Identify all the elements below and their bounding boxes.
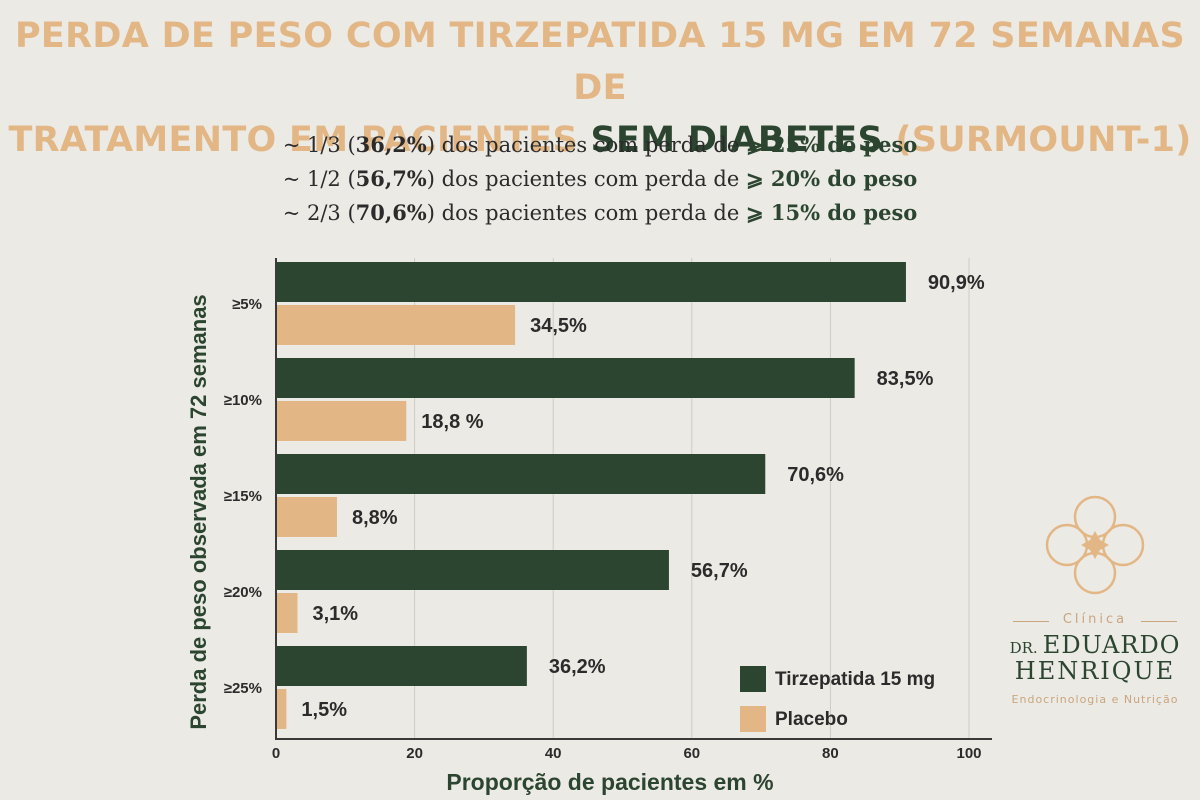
category-label: ≥15% (224, 488, 262, 505)
subtitle-pct: 70,6% (355, 200, 427, 225)
data-label: 36,2% (549, 656, 606, 678)
x-tick-label: 40 (545, 745, 562, 762)
subtitle-pre: ~ 1/2 ( (282, 167, 356, 191)
title-line-1: PERDA DE PESO COM TIRZEPATIDA 15 MG EM 7… (14, 16, 1186, 108)
subtitle-tail: 15% do peso (770, 200, 918, 225)
category-label: ≥25% (224, 680, 262, 697)
x-tick-label: 0 (272, 745, 280, 762)
logo-specialty: Endocrinologia e Nutrição (1011, 693, 1179, 706)
x-tick-label: 20 (406, 745, 423, 762)
logo-divider-right (1141, 621, 1177, 622)
logo-dr: DR. (1009, 639, 1038, 657)
legend-label: Tirzepatida 15 mg (775, 669, 935, 690)
subtitle-pct: 36,2% (355, 132, 427, 157)
logo-divider-left (1013, 621, 1049, 622)
subtitle-pre: ~ 2/3 ( (282, 201, 356, 225)
title-part-3: (SURMOUNT-1) (882, 120, 1192, 160)
data-label: 34,5% (530, 315, 587, 337)
subtitle-symbol: ⩾ (745, 200, 771, 225)
subtitle-mid: ) dos pacientes com perda de (426, 167, 746, 191)
bar (276, 358, 855, 398)
subtitle-tail: 25% do peso (770, 132, 918, 157)
bar (276, 305, 516, 345)
category-label: ≥10% (224, 392, 262, 409)
bar (276, 454, 766, 494)
bar (276, 401, 407, 441)
subtitle-line: ~ 1/2 (56,7%) dos pacientes com perda de… (0, 162, 1200, 196)
data-label: 83,5% (877, 368, 934, 390)
subtitle-pct: 56,7% (355, 166, 427, 191)
bar (276, 689, 287, 729)
x-axis-title: Proporção de pacientes em % (446, 769, 773, 795)
subtitle-line: ~ 2/3 (70,6%) dos pacientes com perda de… (0, 196, 1200, 230)
subtitle-tail: 20% do peso (770, 166, 918, 191)
legend-swatch (740, 666, 766, 692)
x-tick-label: 80 (822, 745, 839, 762)
subtitle-mid: ) dos pacientes com perda de (426, 201, 746, 225)
title-part-2: TRATAMENTO EM PACIENTES (8, 120, 591, 160)
subtitle-symbol: ⩾ (745, 132, 771, 157)
legend-label: Placebo (775, 709, 848, 730)
x-tick-label: 60 (683, 745, 700, 762)
y-axis-title: Perda de peso observada em 72 semanas (186, 294, 211, 729)
chart-title: PERDA DE PESO COM TIRZEPATIDA 15 MG EM 7… (0, 10, 1200, 166)
clinic-logo: Clínica DR. EDUARDO HENRIQUE Endocrinolo… (1005, 495, 1185, 715)
legend-swatch (740, 706, 766, 732)
bar (276, 550, 669, 590)
x-tick-label: 100 (956, 745, 981, 762)
clover-logo-icon (1045, 495, 1145, 595)
legend: Tirzepatida 15 mg Placebo (740, 666, 935, 732)
subtitle-symbol: ⩾ (745, 166, 771, 191)
logo-name-line-1: DR. EDUARDO (1005, 631, 1185, 659)
axes (275, 258, 992, 740)
bar (276, 262, 906, 302)
title-line-2: TRATAMENTO EM PACIENTES SEM DIABETES (SU… (0, 114, 1200, 166)
data-label: 3,1% (312, 603, 358, 625)
data-label: 8,8% (352, 507, 398, 529)
logo-first-name: EDUARDO (1042, 631, 1181, 659)
data-label: 18,8 % (421, 411, 483, 433)
labels: 90,9% 34,5% ≥5% 83,5% 18,8 % ≥10% 70,6% 8,8% ≥15… (186, 272, 985, 795)
title-highlight: SEM DIABETES (590, 120, 883, 160)
category-label: ≥20% (224, 584, 262, 601)
category-label: ≥5% (232, 296, 262, 313)
bar (276, 593, 298, 633)
bars (276, 262, 906, 729)
data-label: 1,5% (301, 699, 347, 721)
bar (276, 646, 527, 686)
subtitle-mid: ) dos pacientes com perda de (426, 133, 746, 157)
subtitle-pre: ~ 1/3 ( (282, 133, 356, 157)
subtitle-line: ~ 1/3 (36,2%) dos pacientes com perda de… (0, 128, 1200, 162)
chart-subtitle: ~ 1/3 (36,2%) dos pacientes com perda de… (0, 128, 1200, 230)
data-label: 90,9% (928, 272, 985, 294)
data-label: 70,6% (787, 464, 844, 486)
logo-clinic-label: Clínica (1062, 612, 1128, 627)
bar (276, 497, 337, 537)
data-label: 56,7% (691, 560, 748, 582)
logo-name-line-2: HENRIQUE (1014, 657, 1176, 685)
